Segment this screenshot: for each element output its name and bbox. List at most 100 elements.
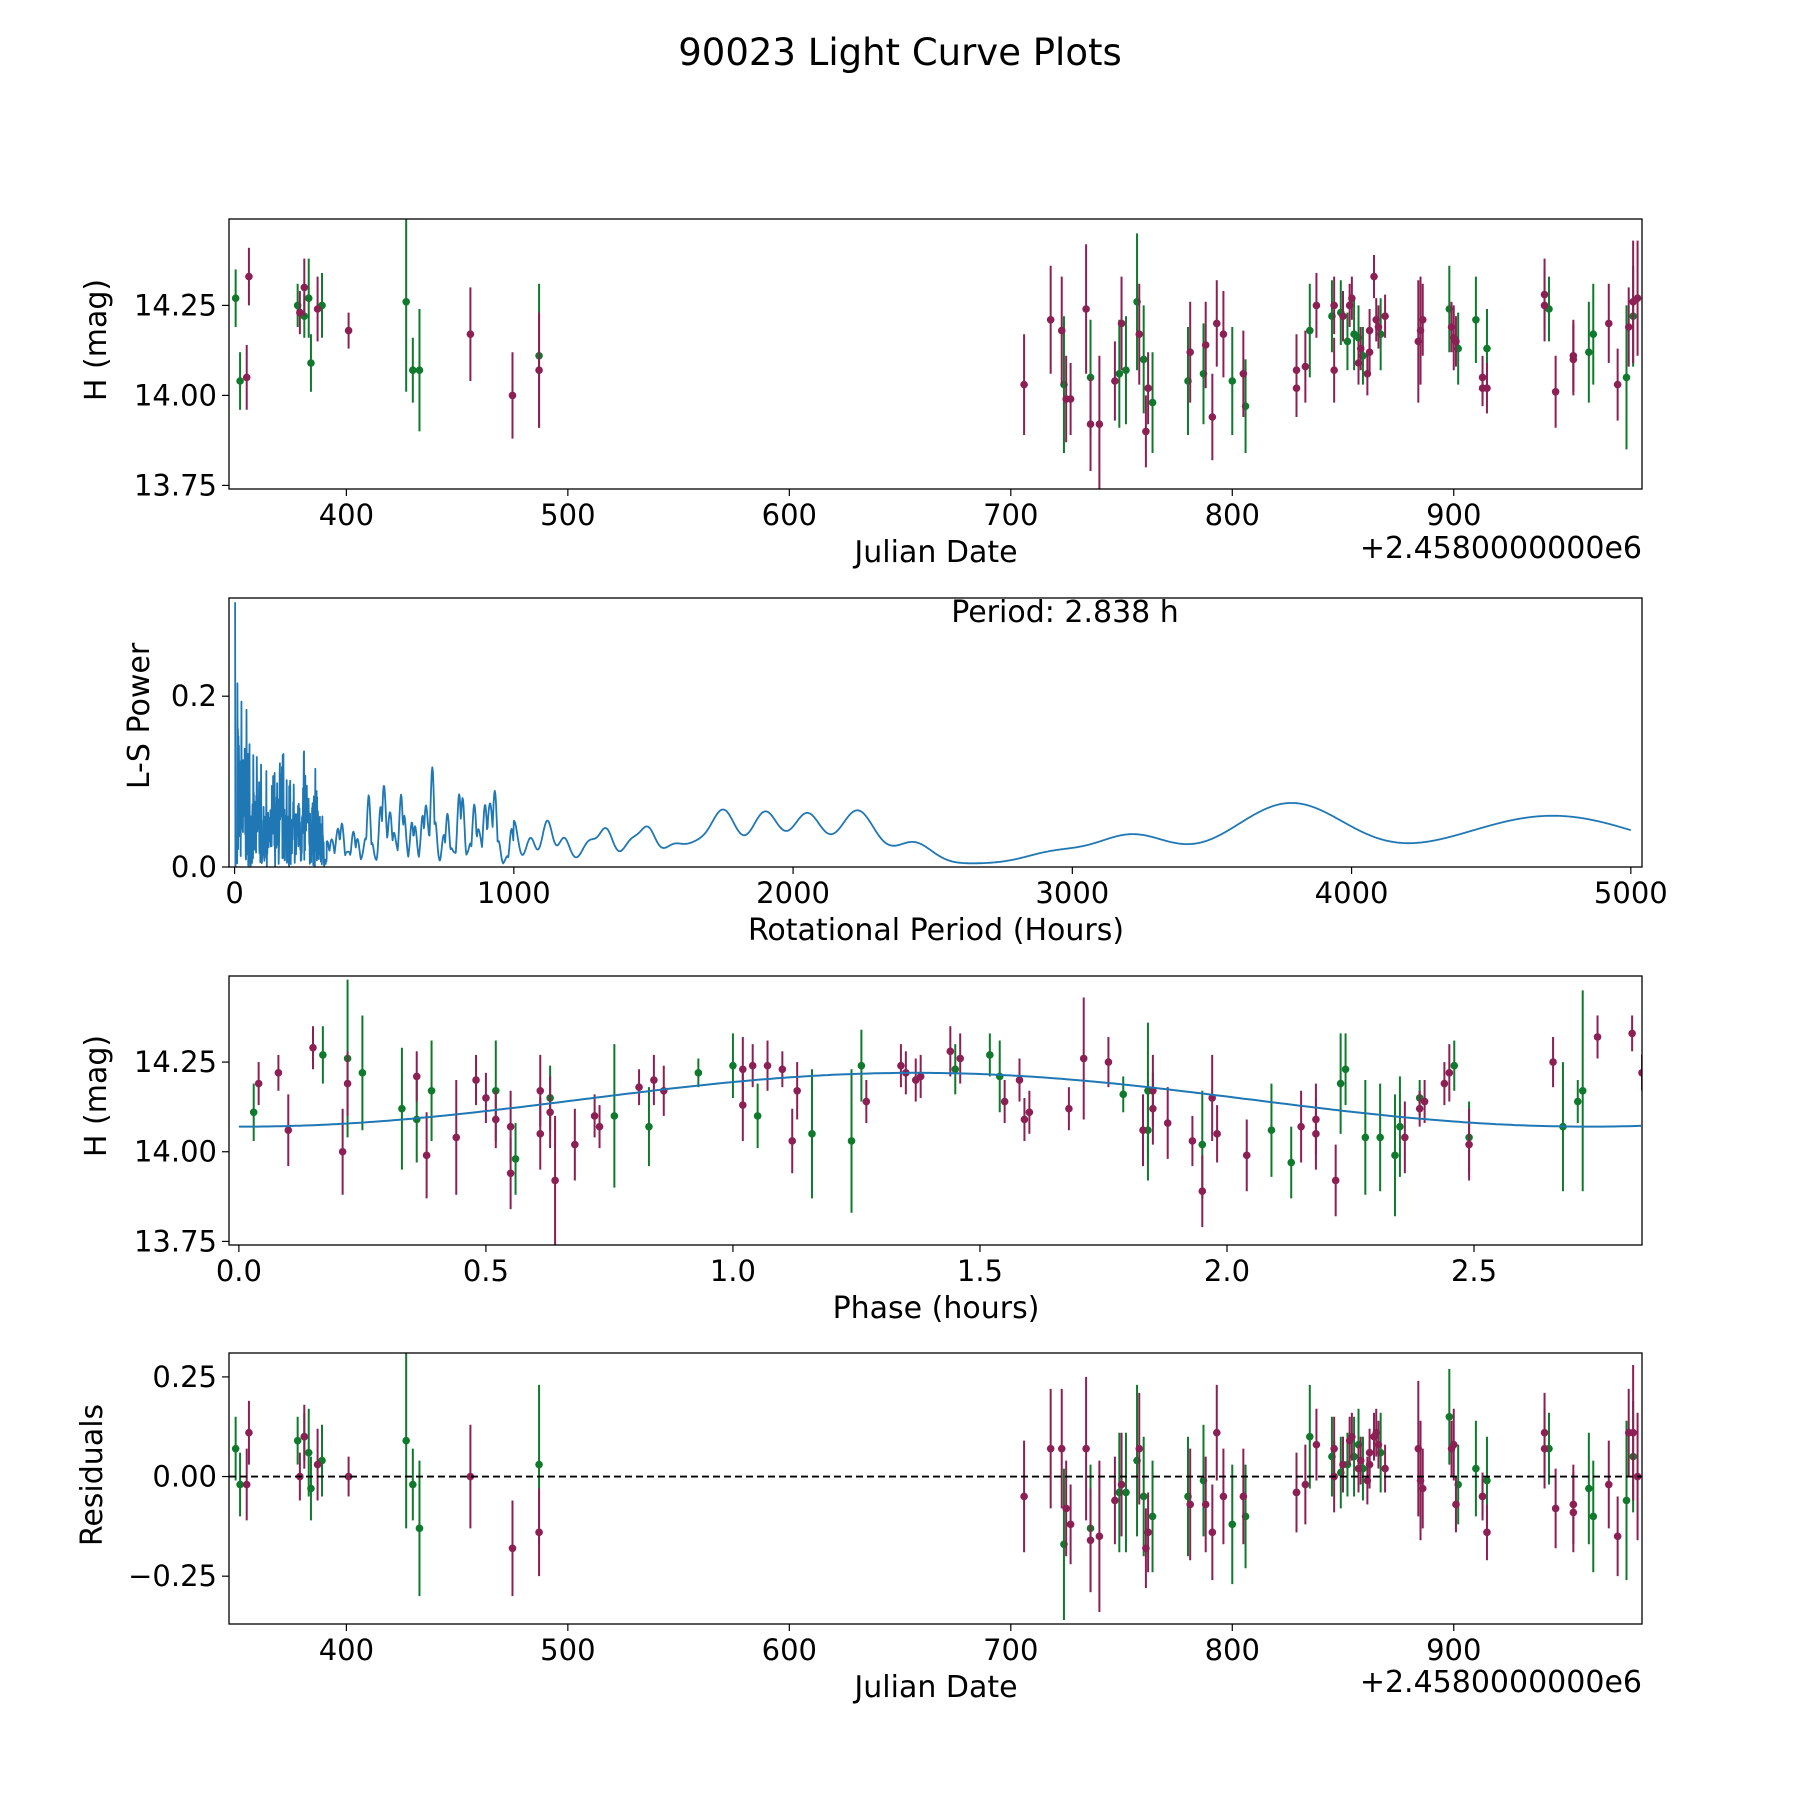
data-point (1622, 1496, 1631, 1505)
data-point (1149, 1104, 1157, 1113)
data-point (309, 1043, 317, 1052)
data-point (1374, 1440, 1383, 1449)
y-tick-label: 14.00 (134, 378, 217, 412)
data-point (304, 294, 313, 303)
data-point (1025, 1108, 1034, 1117)
data-point (300, 283, 309, 292)
data-point (1613, 1532, 1622, 1541)
data-point (1228, 377, 1237, 385)
data-point (1440, 1079, 1449, 1088)
data-point (344, 1472, 353, 1481)
data-point (274, 1069, 283, 1077)
data-point (338, 1147, 347, 1156)
data-point (1267, 1126, 1276, 1135)
series-green-band (249, 979, 1587, 1217)
data-point (1452, 1500, 1460, 1509)
data-point (1381, 1464, 1389, 1473)
data-point (1449, 1440, 1458, 1449)
x-tick-label: 900 (1426, 1633, 1481, 1667)
data-point (808, 1130, 816, 1138)
data-point (1082, 1444, 1090, 1453)
data-point (1301, 1480, 1310, 1489)
data-point (1540, 301, 1549, 310)
series-red-band (254, 997, 1642, 1245)
light-curve-x-label: Julian Date (852, 535, 1017, 570)
phase-fold-plot-area: 0.0 0.5 1.0 1.5 2.0 2.5 13.75 14.00 14.25 (134, 975, 1643, 1288)
data-point (304, 1448, 313, 1457)
data-point (1633, 294, 1642, 303)
data-point (1095, 420, 1104, 429)
data-point (1148, 398, 1157, 407)
x-tick-label: 900 (1426, 498, 1481, 532)
data-point (236, 377, 244, 385)
data-point (1418, 1484, 1427, 1493)
x-tick-label: 5000 (1594, 876, 1668, 910)
y-tick-label: 0.2 (171, 679, 217, 713)
data-point (1139, 355, 1148, 364)
data-point (1086, 1536, 1095, 1545)
data-point (1381, 312, 1389, 321)
data-point (951, 1065, 960, 1074)
data-point (1450, 1061, 1459, 1070)
data-point (1643, 1457, 1651, 1465)
data-point (511, 1155, 520, 1163)
data-point (1135, 330, 1144, 339)
data-point (242, 1480, 251, 1489)
data-point (1115, 370, 1124, 378)
x-tick-label: 500 (540, 498, 595, 532)
data-point (293, 1436, 302, 1445)
data-point (1341, 1065, 1350, 1074)
data-point (1445, 1069, 1454, 1077)
series-green-band (231, 1353, 1637, 1621)
data-point (590, 1112, 599, 1120)
data-point (242, 373, 251, 382)
data-point (1569, 352, 1578, 360)
data-point (857, 1061, 866, 1070)
data-point (1057, 1444, 1066, 1453)
data-point (1336, 1079, 1345, 1088)
x-tick-label: 2000 (756, 876, 830, 910)
series-green-band (231, 219, 1637, 453)
data-point (1219, 1492, 1228, 1501)
data-point (1301, 362, 1310, 371)
x-tick-label: 400 (319, 1633, 374, 1667)
x-tick-label: 2.5 (1451, 1254, 1497, 1288)
data-point (1483, 384, 1491, 393)
data-point (1613, 380, 1622, 389)
data-point (1122, 366, 1130, 375)
phase-fold-y-label: H (mag) (79, 1035, 114, 1157)
data-point (788, 1137, 797, 1145)
x-tick-label: 0 (225, 876, 243, 910)
data-point (466, 1472, 475, 1481)
data-point (1305, 326, 1314, 335)
data-point (546, 1108, 554, 1117)
data-point (694, 1069, 703, 1077)
data-point (1593, 1033, 1602, 1041)
data-layer (229, 1353, 1651, 1621)
data-point (231, 294, 240, 303)
data-point (1201, 341, 1210, 349)
data-point (245, 1428, 253, 1437)
model-fit-curve (238, 1071, 1642, 1128)
data-point (1015, 1076, 1024, 1084)
data-point (635, 1083, 643, 1091)
axes-frame (228, 218, 1643, 490)
data-point (739, 1101, 747, 1109)
data-point (1578, 1086, 1587, 1095)
data-point (1361, 1133, 1370, 1142)
x-tick-label: 1.5 (957, 1254, 1003, 1288)
data-point (1312, 1130, 1320, 1138)
data-point (1585, 348, 1593, 357)
data-point (427, 1086, 436, 1095)
data-point (409, 366, 417, 375)
x-tick-label: 800 (1205, 498, 1260, 532)
data-point (1144, 384, 1152, 393)
data-point (1551, 388, 1560, 396)
periodogram-x-label: Rotational Period (Hours) (748, 913, 1124, 948)
x-tick-label: 0.5 (463, 1254, 509, 1288)
residuals-x-label: Julian Date (852, 1670, 1017, 1705)
data-point (1339, 1460, 1347, 1469)
data-point (1604, 1480, 1613, 1489)
data-point (1376, 1133, 1384, 1142)
data-point (1198, 1187, 1207, 1195)
